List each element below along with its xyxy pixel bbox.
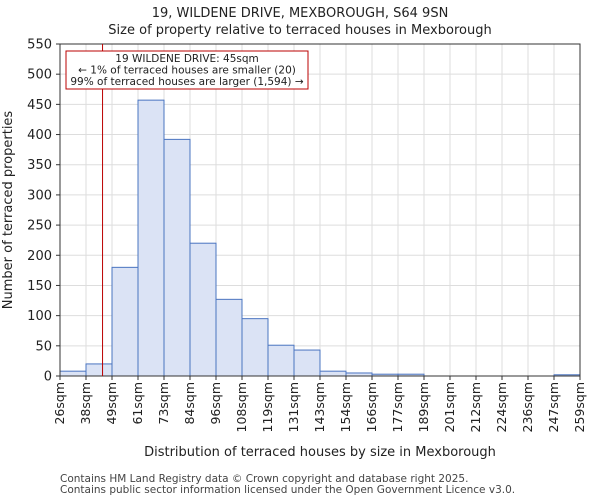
histogram-bar	[163, 138, 191, 377]
x-tick-label: 177sqm	[390, 382, 405, 432]
x-tick-label: 131sqm	[286, 382, 301, 432]
y-tick-label: 250	[27, 219, 52, 234]
x-tick-label: 96sqm	[208, 382, 223, 425]
x-tick-label: 259sqm	[572, 382, 587, 432]
footer-line-1: Contains HM Land Registry data © Crown c…	[60, 473, 469, 485]
y-tick-label: 50	[35, 339, 52, 354]
annotation-line-1: 19 WILDENE DRIVE: 45sqm	[115, 53, 258, 65]
x-tick-label: 108sqm	[234, 382, 249, 432]
histogram-bar	[319, 370, 347, 377]
x-tick-label: 84sqm	[182, 382, 197, 425]
x-tick-label: 224sqm	[494, 382, 509, 432]
histogram-bar	[293, 349, 321, 377]
y-tick-label: 200	[27, 249, 52, 264]
chart-title: 19, WILDENE DRIVE, MEXBOROUGH, S64 9SN	[151, 6, 449, 21]
histogram-bar	[59, 370, 87, 377]
y-tick-label: 450	[27, 98, 52, 113]
histogram-bar	[241, 318, 269, 377]
y-tick-label: 550	[27, 38, 52, 53]
x-tick-label: 61sqm	[130, 382, 145, 425]
annotation-line-3: 99% of terraced houses are larger (1,594…	[70, 76, 303, 88]
y-tick-label: 500	[27, 68, 52, 83]
x-tick-label: 189sqm	[416, 382, 431, 432]
x-tick-label: 201sqm	[442, 382, 457, 432]
x-tick-label: 38sqm	[78, 382, 93, 425]
chart-subtitle: Size of property relative to terraced ho…	[108, 23, 492, 38]
y-tick-label: 150	[27, 279, 52, 294]
footer-line-2: Contains public sector information licen…	[60, 484, 516, 496]
y-tick-label: 350	[27, 158, 52, 173]
x-tick-label: 73sqm	[156, 382, 171, 425]
x-tick-label: 119sqm	[260, 382, 275, 432]
x-tick-label: 49sqm	[104, 382, 119, 425]
annotation-box	[65, 50, 309, 90]
y-tick-label: 400	[27, 128, 52, 143]
histogram-bar	[267, 344, 295, 377]
x-tick-label: 212sqm	[468, 382, 483, 432]
y-tick-label: 100	[27, 309, 52, 324]
x-tick-label: 247sqm	[546, 382, 561, 432]
x-axis-label: Distribution of terraced houses by size …	[144, 445, 496, 460]
x-tick-label: 143sqm	[312, 382, 327, 432]
x-tick-label: 166sqm	[364, 382, 379, 432]
x-tick-label: 26sqm	[52, 382, 67, 425]
histogram-bar	[189, 242, 217, 377]
histogram-bar	[111, 266, 139, 377]
annotation-line-2: ← 1% of terraced houses are smaller (20)	[78, 65, 296, 77]
y-axis-label: Number of terraced properties	[1, 111, 16, 310]
x-tick-label: 154sqm	[338, 382, 353, 432]
histogram-bar	[137, 99, 165, 377]
histogram-bar	[85, 363, 113, 377]
histogram-bar	[215, 298, 243, 377]
y-tick-label: 0	[44, 370, 52, 385]
x-tick-label: 236sqm	[520, 382, 535, 432]
y-tick-label: 300	[27, 188, 52, 203]
